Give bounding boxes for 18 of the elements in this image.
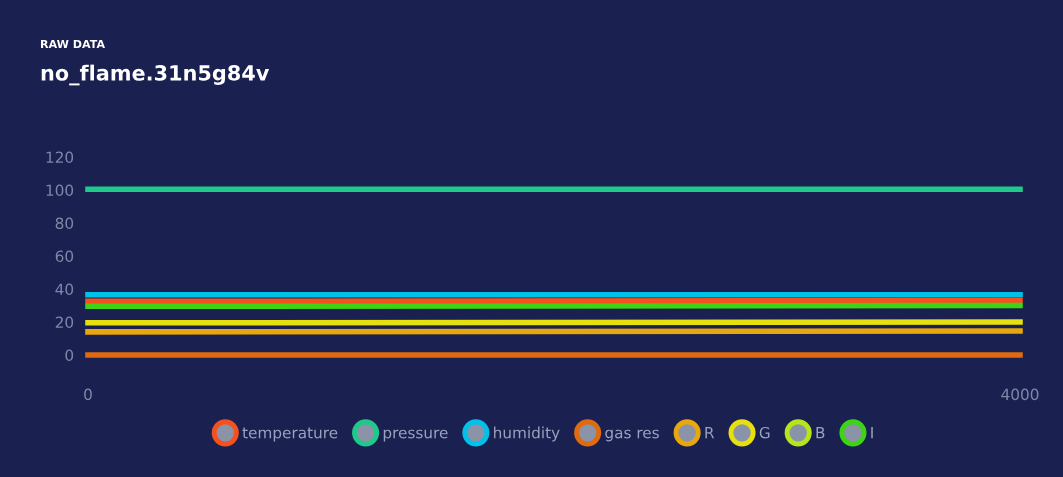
y-tick-label: 20 <box>55 316 74 329</box>
legend-label: humidity <box>494 426 560 442</box>
y-tick-label: 60 <box>55 250 74 263</box>
legend-label: G <box>759 426 770 439</box>
y-tick-label: 40 <box>55 283 74 296</box>
y-tick-label: 80 <box>55 217 74 230</box>
chart-subtitle: RAW DATA <box>41 39 105 49</box>
chart-title: no_flame.31n5g84v <box>41 64 270 86</box>
y-tick-label: 0 <box>65 349 74 362</box>
x-tick-label: 4000 <box>1001 388 1039 401</box>
legend-label: R <box>705 427 715 439</box>
y-tick-label: 120 <box>46 151 74 164</box>
legend-label: pressure <box>383 429 448 442</box>
legend-label: I <box>871 427 873 439</box>
legend-label: gas res <box>605 429 659 442</box>
legend-label: B <box>816 427 825 439</box>
legend-label: temperature <box>242 427 338 442</box>
y-tick-label: 100 <box>46 184 74 197</box>
